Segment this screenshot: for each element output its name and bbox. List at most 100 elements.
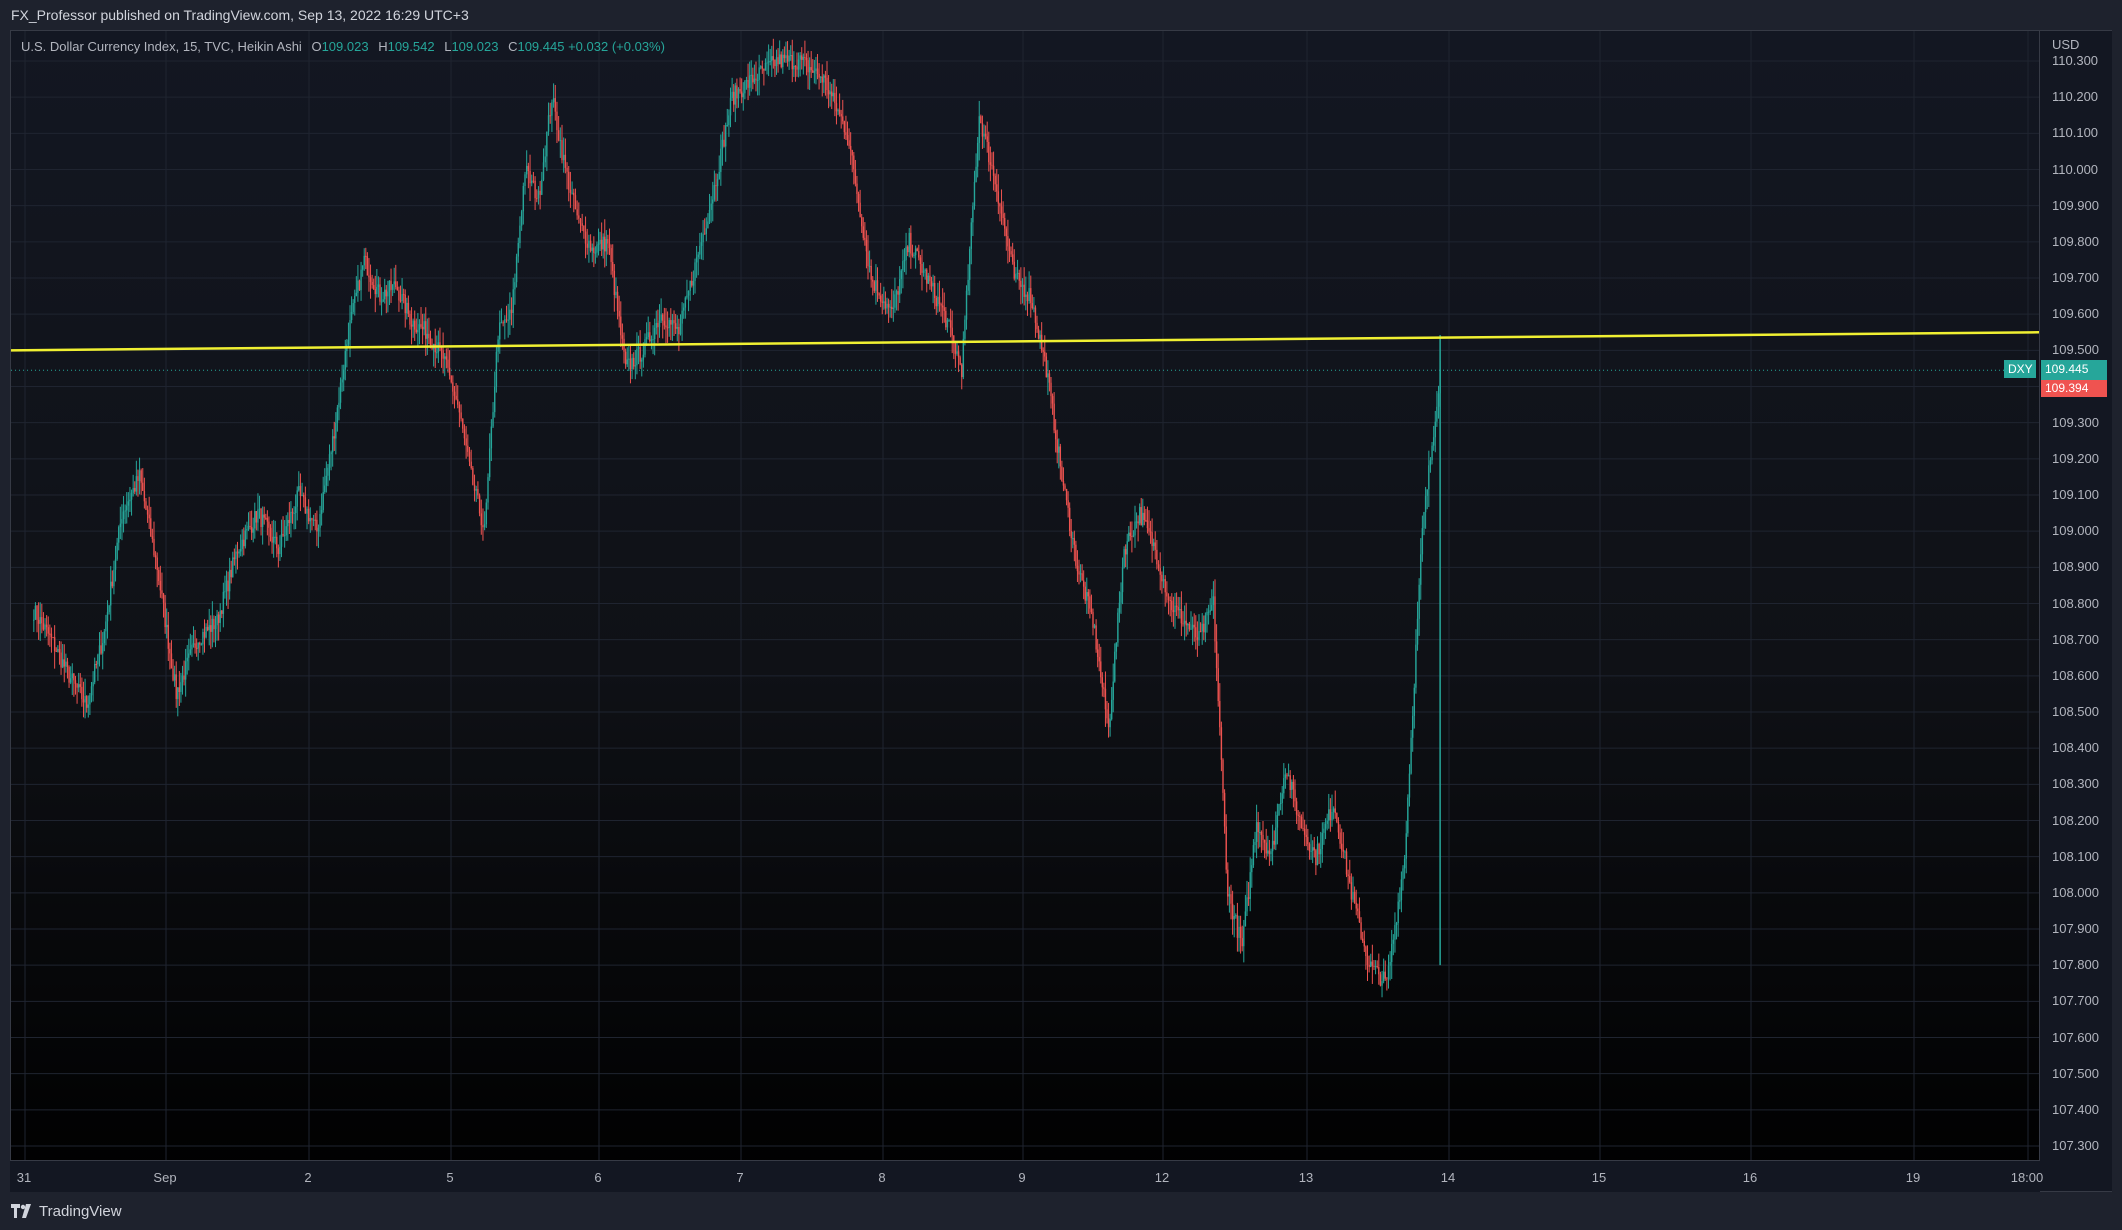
candle-body xyxy=(683,307,685,311)
candle-body xyxy=(199,642,201,645)
candle-body xyxy=(804,57,806,59)
candle-body xyxy=(114,559,117,570)
candle-body xyxy=(703,233,706,235)
candle-body xyxy=(1345,851,1348,875)
candle-body xyxy=(1239,926,1242,939)
candle-body xyxy=(596,244,598,253)
tradingview-logo[interactable]: TradingView xyxy=(11,1203,122,1220)
candle-body xyxy=(1142,512,1144,526)
candle-body xyxy=(929,275,931,282)
candle-body xyxy=(539,190,541,195)
candle-body xyxy=(372,285,375,290)
candle-body xyxy=(1007,236,1009,247)
candle-body xyxy=(254,511,256,529)
candle-body xyxy=(1382,971,1385,982)
candle-body xyxy=(1434,421,1436,438)
symbol-tag: DXY xyxy=(2004,360,2036,379)
candle-body xyxy=(290,511,292,524)
candle-body xyxy=(794,65,797,67)
candle-body xyxy=(873,281,876,291)
candle-body xyxy=(1291,781,1293,791)
time-axis[interactable] xyxy=(10,1160,2040,1192)
candle-body xyxy=(1174,605,1176,613)
candle-body xyxy=(975,166,977,183)
candle-body xyxy=(849,145,852,151)
candle-body xyxy=(188,653,190,658)
candle-body xyxy=(1294,789,1296,802)
candle-body xyxy=(296,490,298,507)
candle-body xyxy=(1308,844,1311,852)
candle-body xyxy=(1156,549,1158,565)
candle-body xyxy=(840,113,842,117)
candle-body xyxy=(707,221,709,229)
change-value: +0.032 (+0.03%) xyxy=(568,39,665,54)
candle-body xyxy=(42,623,45,630)
candle-body xyxy=(520,211,523,226)
candle-body xyxy=(1371,961,1374,966)
candle-body xyxy=(1222,759,1224,793)
candle-body xyxy=(195,647,198,649)
chart-panel[interactable]: U.S. Dollar Currency Index, 15, TVC, Hei… xyxy=(10,30,2040,1192)
candle-body xyxy=(941,305,944,308)
time-tick-label: 16 xyxy=(1742,1170,1758,1185)
candle-body xyxy=(331,436,334,453)
chart-svg[interactable] xyxy=(11,31,2040,1192)
candle-body xyxy=(130,492,133,500)
candle-body xyxy=(1070,530,1072,539)
candle-body xyxy=(324,485,326,493)
candle-body xyxy=(282,533,284,536)
candle-body xyxy=(918,251,920,258)
candle-body xyxy=(845,132,847,135)
price-tick-label: 109.600 xyxy=(2052,306,2099,322)
candle-body xyxy=(1076,565,1079,572)
candle-body xyxy=(194,643,196,648)
candle-body xyxy=(288,519,291,524)
candle-body xyxy=(1059,446,1062,467)
candle-body xyxy=(1053,403,1055,431)
candle-body xyxy=(287,519,289,527)
candle-body xyxy=(410,324,413,327)
candle-body xyxy=(246,528,248,531)
candle-body xyxy=(1259,832,1261,834)
candle-body xyxy=(1159,568,1161,575)
candle-body xyxy=(180,682,182,693)
candle-body xyxy=(119,523,122,528)
candle-body xyxy=(335,422,337,439)
candle-body xyxy=(551,102,553,116)
candle-body xyxy=(415,329,417,333)
candle-body xyxy=(994,175,996,185)
candle-body xyxy=(1225,826,1227,870)
candle-body xyxy=(1179,608,1181,611)
candle-body xyxy=(1233,916,1235,920)
candle-body xyxy=(1275,827,1277,845)
candle-body xyxy=(658,320,661,328)
price-axis[interactable]: USD 110.300 110.200 110.100 110.000 109.900 1… xyxy=(2040,30,2112,1192)
candle-body xyxy=(1114,651,1116,682)
candle-body xyxy=(1328,809,1330,821)
candle-body xyxy=(1379,974,1382,986)
candle-body xyxy=(291,511,294,514)
candle-body xyxy=(1246,897,1248,912)
candle-body xyxy=(1090,608,1093,613)
candle-body xyxy=(153,538,155,556)
candle-body xyxy=(490,426,493,449)
candle-body xyxy=(500,322,503,324)
candle-body xyxy=(846,134,849,141)
candle-body xyxy=(327,467,329,476)
candle-body xyxy=(68,666,70,683)
candle-body xyxy=(1123,549,1125,568)
candle-body xyxy=(428,333,430,339)
candle-body xyxy=(642,354,645,360)
candle-body xyxy=(1373,965,1375,967)
candle-body xyxy=(697,254,699,258)
candle-body xyxy=(1429,460,1432,466)
candle-body xyxy=(66,661,69,667)
candle-body xyxy=(420,324,422,327)
candle-body xyxy=(1324,823,1327,829)
second-price-tag: 109.394 xyxy=(2041,379,2107,397)
price-tick-label: 108.700 xyxy=(2052,631,2099,647)
candle-body xyxy=(311,518,313,521)
candle-body xyxy=(1355,902,1357,909)
candle-body xyxy=(132,488,134,493)
candle-body xyxy=(1036,322,1038,330)
